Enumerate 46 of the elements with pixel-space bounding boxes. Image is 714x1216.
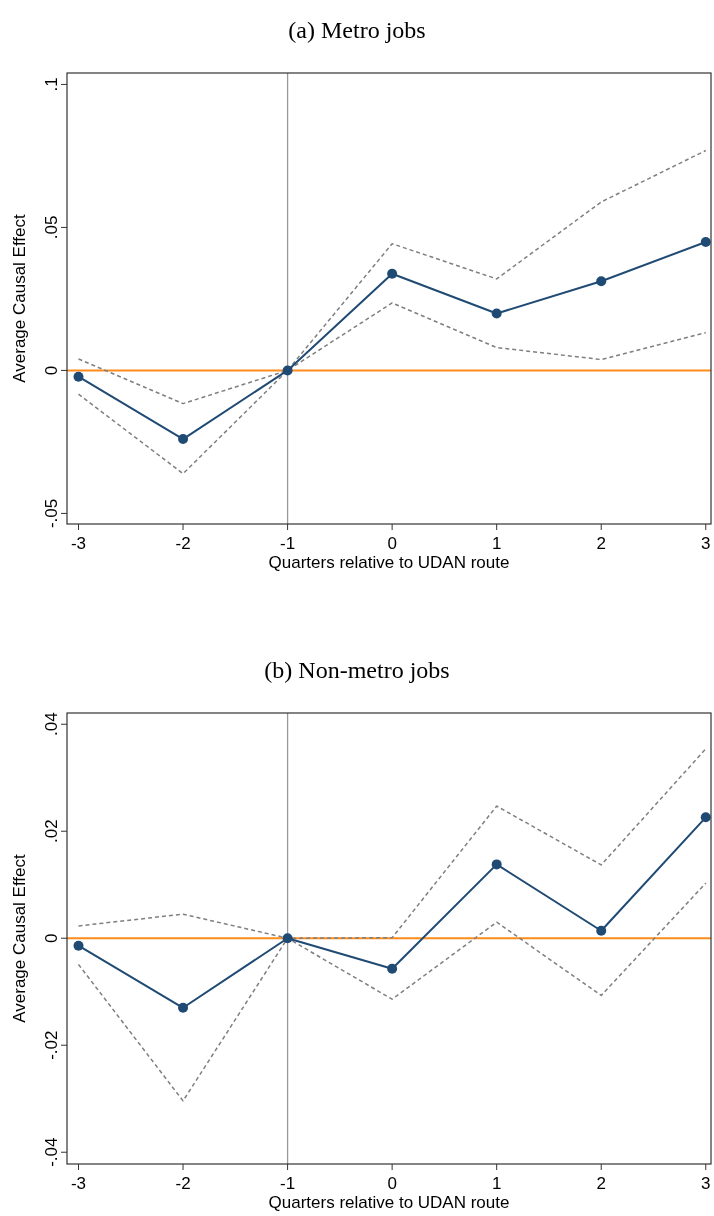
- x-tick-label: 3: [701, 534, 711, 553]
- x-tick-label: -3: [70, 534, 87, 553]
- line-series: [77, 302, 707, 475]
- x-tick-label: -3: [70, 1174, 87, 1193]
- x-tick-label: -2: [175, 534, 191, 553]
- x-tick-label: 2: [596, 534, 606, 553]
- line-series: [77, 882, 707, 1102]
- point: [73, 940, 84, 951]
- y-axis-title: Average Causal Effect: [10, 853, 29, 1023]
- point: [596, 276, 607, 287]
- x-tick-label: 1: [491, 1174, 502, 1193]
- point: [178, 434, 189, 445]
- x-axis-title: Quarters relative to UDAN route: [268, 1193, 510, 1212]
- x-tick-label: 3: [701, 1174, 711, 1193]
- point: [387, 268, 398, 279]
- y-axis-title: Average Causal Effect: [10, 213, 29, 383]
- point: [700, 812, 711, 823]
- y-tick-label: 0: [42, 933, 61, 943]
- point: [178, 1002, 189, 1013]
- y-tick-label: .04: [42, 712, 61, 737]
- y-tick-label: -.04: [42, 1137, 61, 1167]
- x-tick-label: -2: [175, 1174, 191, 1193]
- y-tick-label: .02: [42, 819, 61, 844]
- point: [282, 365, 293, 376]
- point: [491, 308, 502, 319]
- y-tick-label: .05: [42, 215, 61, 240]
- x-tick-label: -1: [280, 534, 296, 553]
- x-tick-label: 2: [596, 1174, 606, 1193]
- x-tick-label: 0: [387, 1174, 397, 1193]
- x-tick-label: -1: [280, 1174, 296, 1193]
- point: [73, 371, 84, 382]
- y-tick-label: 0: [42, 365, 61, 376]
- x-axis-title: Quarters relative to UDAN route: [268, 553, 510, 572]
- x-tick-label: 0: [387, 534, 397, 553]
- chart-title: (a) Metro jobs: [288, 17, 426, 43]
- point: [387, 963, 398, 974]
- x-tick-label: 1: [491, 534, 502, 553]
- y-tick-label: -.02: [42, 1030, 61, 1060]
- point: [491, 859, 502, 870]
- y-tick-label: -.05: [42, 498, 61, 529]
- line-series: [77, 149, 707, 405]
- y-tick-label: .1: [42, 77, 61, 92]
- chart-title: (b) Non-metro jobs: [264, 657, 450, 683]
- point: [596, 925, 607, 936]
- point: [700, 237, 711, 248]
- point: [282, 933, 293, 944]
